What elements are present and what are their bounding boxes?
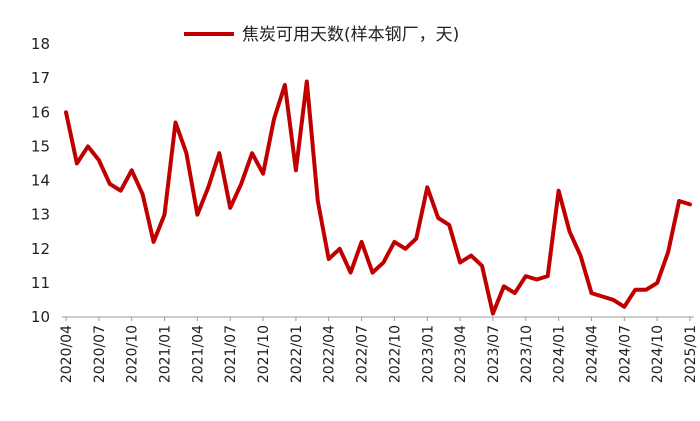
y-tick-label: 11 [31,274,50,292]
x-tick-label: 2023/10 [519,325,535,383]
y-tick-label: 12 [31,240,50,258]
legend-label: 焦炭可用天数(样本钢厂，天) [242,25,459,45]
x-tick-label: 2022/04 [322,325,338,383]
x-tick-label: 2024/04 [584,325,600,383]
x-tick-label: 2020/10 [125,325,141,383]
x-axis-tick-marks [65,317,691,321]
y-tick-label: 14 [31,172,50,190]
y-tick-label: 13 [31,206,50,224]
x-tick-label: 2024/07 [617,325,633,383]
x-tick-label: 2025/01 [683,325,699,383]
y-axis-ticks: 10 11 12 13 14 15 16 17 18 [31,35,50,326]
x-tick-label: 2020/07 [92,325,108,383]
x-tick-label: 2021/10 [256,325,272,383]
x-tick-label: 2020/04 [59,325,75,383]
x-tick-label: 2023/07 [486,325,502,383]
x-tick-label: 2023/01 [420,325,436,383]
legend: 焦炭可用天数(样本钢厂，天) [184,25,459,45]
x-tick-label: 2021/07 [223,325,239,383]
x-tick-label: 2022/10 [387,325,403,383]
series-line-coke-days [64,79,692,316]
x-tick-label: 2022/01 [289,325,305,383]
y-tick-label: 15 [31,137,50,155]
y-tick-label: 18 [31,35,50,53]
y-tick-label: 17 [31,69,50,87]
y-tick-label: 16 [31,103,50,121]
y-tick-label: 10 [31,308,50,326]
x-axis-ticks: 2020/04 2020/07 2020/10 2021/01 2021/04 2021/… [59,325,699,383]
x-tick-label: 2021/04 [190,325,206,383]
x-tick-label: 2024/10 [650,325,666,383]
x-tick-label: 2024/01 [552,325,568,383]
x-tick-label: 2023/04 [453,325,469,383]
x-tick-label: 2022/07 [355,325,371,383]
x-tick-label: 2021/01 [158,325,174,383]
